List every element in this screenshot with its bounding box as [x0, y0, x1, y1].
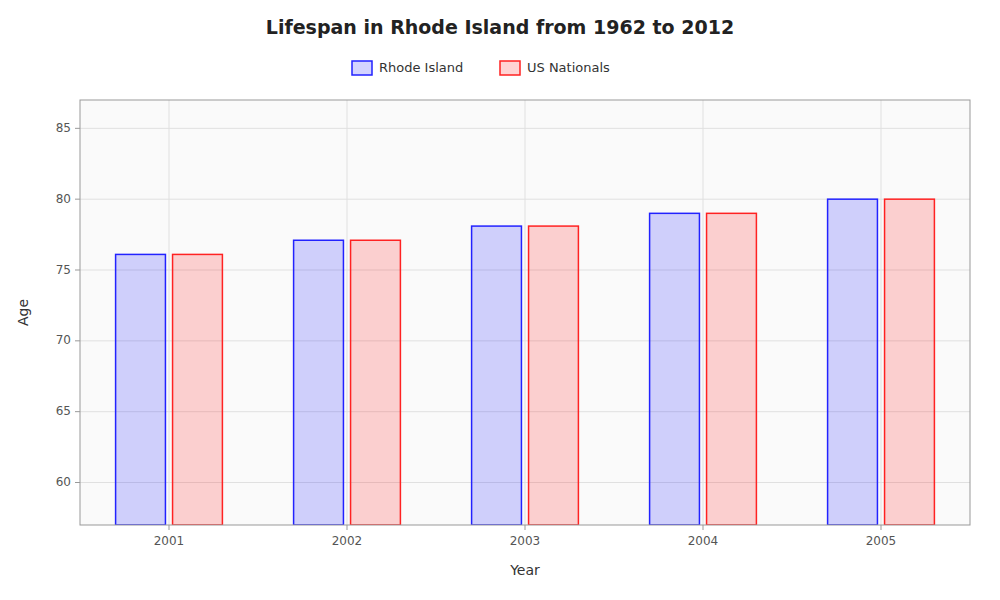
- x-tick-label: 2003: [510, 534, 541, 548]
- title: Lifespan in Rhode Island from 1962 to 20…: [266, 16, 734, 38]
- x-tick-label: 2002: [332, 534, 363, 548]
- y-tick-label: 80: [56, 192, 71, 206]
- grid: [80, 100, 970, 525]
- y-axis: 60 65 70 75 80 85: [56, 121, 80, 489]
- x-tick-label: 2004: [688, 534, 719, 548]
- bar: [116, 254, 166, 525]
- chart: 60 65 70 75 80 85 2001 2002 2003 2004 2005 Year Age L…: [0, 0, 1000, 600]
- x-grid-line: [347, 100, 348, 525]
- y-tick-label: 85: [56, 121, 71, 135]
- bar: [828, 199, 878, 525]
- bar: [650, 213, 700, 525]
- plot-background: [80, 100, 970, 525]
- y-tick: [75, 340, 80, 341]
- legend-swatch: [352, 61, 372, 75]
- legend-label: Rhode Island: [379, 60, 463, 75]
- x-grid-line: [169, 100, 170, 525]
- y-axis-label: Age: [15, 299, 31, 326]
- bar: [529, 226, 579, 525]
- x-tick-label: 2005: [866, 534, 897, 548]
- y-tick-label: 70: [56, 333, 71, 347]
- x-grid-line: [525, 100, 526, 525]
- bar: [173, 254, 223, 525]
- x-tick-label: 2001: [154, 534, 185, 548]
- bar: [472, 226, 522, 525]
- x-tick: [881, 525, 882, 530]
- x-tick: [347, 525, 348, 530]
- legend-label: US Nationals: [527, 60, 610, 75]
- x-tick: [525, 525, 526, 530]
- plot-frame: [80, 100, 970, 525]
- y-tick-label: 75: [56, 263, 71, 277]
- y-tick: [75, 270, 80, 271]
- bar: [885, 199, 935, 525]
- legend-swatch: [500, 61, 520, 75]
- bar: [294, 240, 344, 525]
- x-grid-line: [703, 100, 704, 525]
- chart-container: 60 65 70 75 80 85 2001 2002 2003 2004 2005 Year Age L…: [0, 0, 1000, 600]
- x-grid-line: [881, 100, 882, 525]
- y-tick-label: 60: [56, 475, 71, 489]
- y-tick: [75, 199, 80, 200]
- x-tick: [169, 525, 170, 530]
- x-axis-label: Year: [509, 562, 540, 578]
- y-tick-label: 65: [56, 404, 71, 418]
- bar: [351, 240, 401, 525]
- y-tick: [75, 411, 80, 412]
- legend: Rhode Island US Nationals: [352, 60, 610, 76]
- bars: [116, 199, 935, 525]
- y-tick: [75, 482, 80, 483]
- x-tick: [703, 525, 704, 530]
- bar: [707, 213, 757, 525]
- y-tick: [75, 128, 80, 129]
- x-axis: 2001 2002 2003 2004 2005: [154, 525, 897, 548]
- page: {"chart_data": {"type": "bar", "title": …: [0, 0, 1000, 600]
